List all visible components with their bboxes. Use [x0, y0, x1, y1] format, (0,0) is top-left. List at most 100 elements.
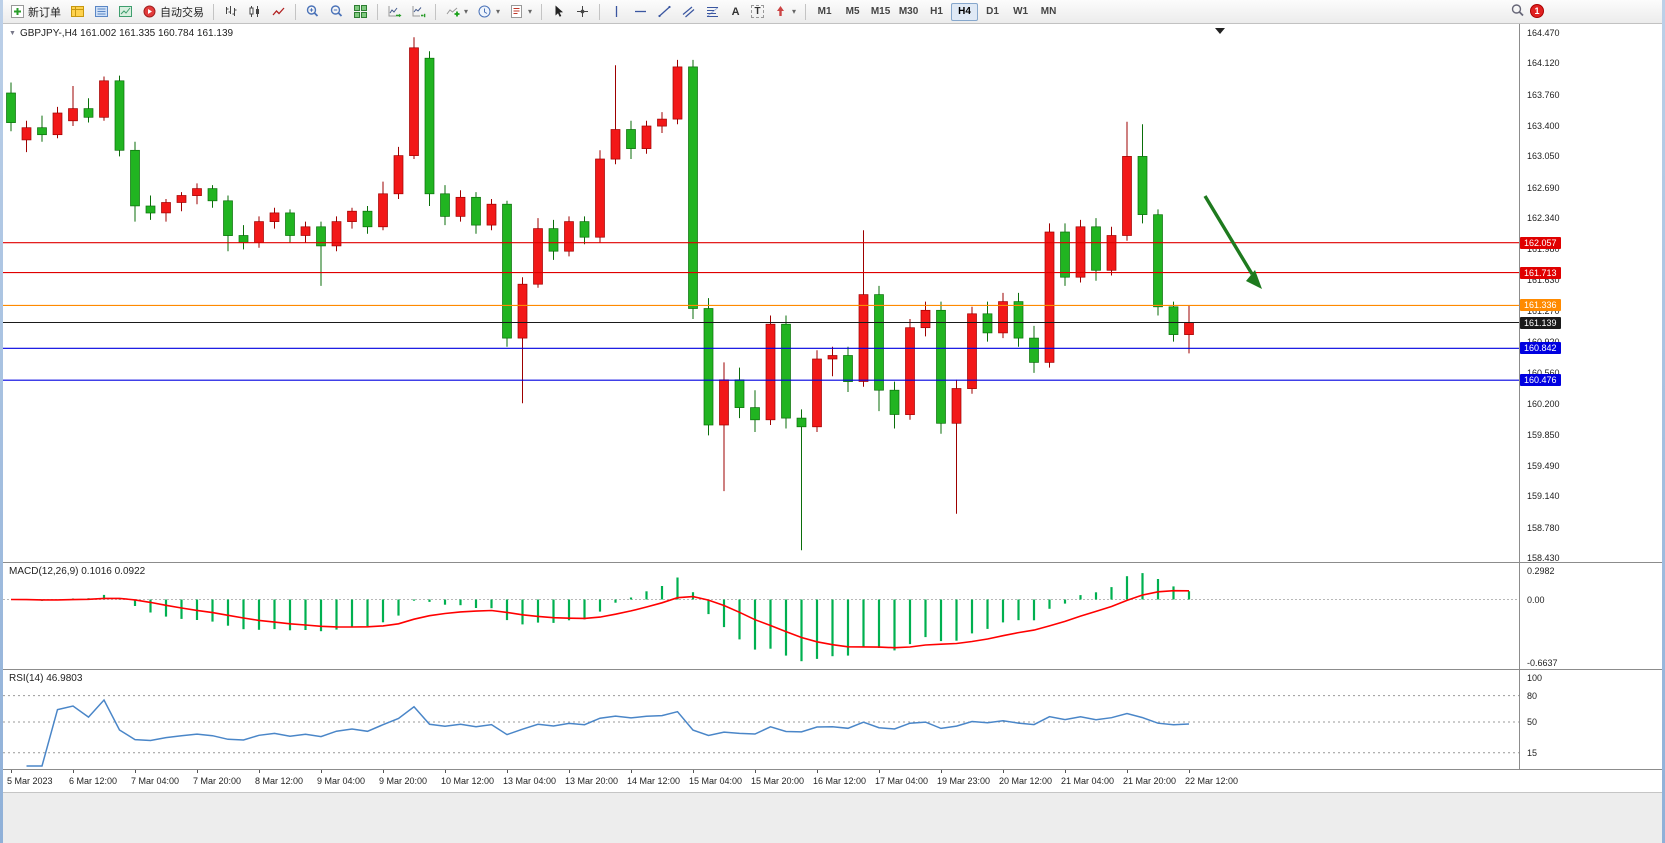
- text-button[interactable]: A: [725, 2, 746, 22]
- price-scale-label: 161.980: [1527, 244, 1560, 255]
- rsi-scale-label: 100: [1527, 673, 1543, 683]
- indicators-button[interactable]: ▾: [441, 2, 472, 22]
- rsi-label: RSI(14) 46.9803: [9, 673, 83, 684]
- line-chart-button[interactable]: [267, 2, 290, 22]
- price-scale-label: 159.490: [1527, 460, 1560, 471]
- new-order-button[interactable]: 新订单: [6, 2, 65, 22]
- time-axis-tick: [73, 770, 74, 773]
- candlestick-chart-button[interactable]: [243, 2, 266, 22]
- time-axis-tick: [321, 770, 322, 773]
- cursor-icon: [555, 5, 564, 17]
- text-label-button[interactable]: T: [747, 2, 768, 22]
- tf-button-h4[interactable]: H4: [951, 2, 979, 21]
- price-tag[interactable]: 162.057: [1520, 236, 1561, 249]
- toolbar-separator: [295, 3, 296, 20]
- notification-badge[interactable]: 1: [1530, 3, 1544, 18]
- time-axis-label: 8 Mar 12:00: [255, 776, 304, 786]
- price-tag[interactable]: 160.476: [1520, 374, 1561, 387]
- candle-body: [83, 108, 94, 118]
- price-scale-label: 159.140: [1527, 491, 1560, 502]
- tile-windows-button[interactable]: [349, 2, 372, 22]
- trend-arrow-head: [1246, 270, 1262, 289]
- tf-button-d1[interactable]: D1: [986, 6, 999, 17]
- toolbar-separator: [599, 3, 601, 20]
- candle-body: [440, 193, 450, 217]
- panel-separator[interactable]: [3, 669, 1662, 670]
- candle-body: [238, 235, 249, 243]
- candle-body: [362, 210, 373, 228]
- candle-body: [626, 129, 636, 149]
- price-scale-label: 164.120: [1527, 58, 1560, 69]
- price-tag[interactable]: 161.139: [1520, 316, 1561, 329]
- tf-button-m5[interactable]: M5: [845, 6, 860, 17]
- fibonacci-button[interactable]: [701, 2, 724, 22]
- candle-body: [641, 125, 652, 149]
- price-scale[interactable]: 164.470 164.120 163.760 163.400 163.050 162.6…: [1519, 24, 1662, 769]
- cursor-button[interactable]: [547, 2, 570, 22]
- rsi-panel[interactable]: RSI(14) 46.9803: [3, 670, 1519, 769]
- market-watch-button[interactable]: [66, 2, 89, 22]
- price-scale-label: 164.470: [1527, 28, 1560, 38]
- main-chart-panel[interactable]: ▼ GBPJPY-,H4 161.002 161.335 160.784 161…: [3, 24, 1519, 562]
- search-icon[interactable]: [1510, 3, 1525, 18]
- candle-body: [269, 212, 280, 222]
- rsi-scale-label: 80: [1527, 690, 1538, 701]
- tf-button-m30[interactable]: M30: [898, 6, 919, 17]
- chart-shift-marker[interactable]: [1215, 28, 1225, 34]
- trend-arrow-annotation[interactable]: [1203, 195, 1254, 275]
- candle-body: [486, 203, 497, 226]
- candle-body: [6, 92, 16, 123]
- tf-button-m15[interactable]: M15: [870, 6, 891, 17]
- time-axis-label: 5 Mar 2023: [7, 776, 53, 786]
- dropdown-caret-icon: ▾: [528, 7, 533, 16]
- candlestick-chart[interactable]: [3, 24, 1519, 562]
- time-axis-label: 15 Mar 04:00: [689, 776, 743, 786]
- data-window-button[interactable]: [90, 2, 113, 22]
- toolbar: 新订单 自动交易: [0, 0, 1665, 24]
- price-scale-label: 160.920: [1527, 336, 1560, 348]
- candle-body: [99, 80, 109, 118]
- bar-chart-button[interactable]: [219, 2, 242, 22]
- auto-scroll-button[interactable]: [383, 2, 406, 22]
- zoom-out-button[interactable]: [325, 2, 348, 22]
- periods-button[interactable]: ▾: [473, 2, 504, 22]
- panel-separator: [3, 769, 1662, 770]
- time-axis-label: 9 Mar 04:00: [317, 776, 366, 786]
- tf-button-w1[interactable]: W1: [1013, 6, 1029, 17]
- macd-chart[interactable]: [3, 563, 1519, 669]
- templates-button[interactable]: ▾: [505, 2, 536, 22]
- candle-body: [672, 66, 683, 120]
- crosshair-button[interactable]: [571, 2, 594, 22]
- price-scale-label: 163.400: [1527, 121, 1560, 131]
- auto-trading-button[interactable]: 自动交易: [138, 2, 208, 22]
- price-tag[interactable]: 161.713: [1520, 266, 1561, 279]
- terminal-button[interactable]: [114, 2, 137, 22]
- tf-button-h1[interactable]: H1: [930, 6, 943, 17]
- vertical-line-button[interactable]: [605, 2, 628, 22]
- panel-separator[interactable]: [3, 562, 1662, 563]
- tf-button-mn[interactable]: MN: [1040, 6, 1057, 17]
- crosshair-icon: [577, 6, 589, 17]
- macd-panel[interactable]: MACD(12,26,9) 0.1016 0.0922: [3, 563, 1519, 669]
- text-tool-icon: A: [731, 5, 740, 18]
- price-tag[interactable]: 161.336: [1520, 299, 1561, 312]
- rsi-chart[interactable]: [3, 670, 1519, 769]
- channel-button[interactable]: [677, 2, 700, 22]
- horizontal-line-button[interactable]: [629, 2, 652, 22]
- arrows-button[interactable]: ▾: [769, 2, 800, 22]
- window-border-right: [1662, 0, 1665, 843]
- candle-body: [1122, 156, 1132, 236]
- chart-shift-button[interactable]: [407, 2, 430, 22]
- time-axis[interactable]: 5 Mar 2023 6 Mar 12:00 7 Mar 04:00 7 Mar 20…: [3, 770, 1662, 792]
- collapse-triangle-icon[interactable]: ▼: [9, 30, 16, 37]
- time-axis-label: 21 Mar 20:00: [1123, 776, 1177, 786]
- tf-button-m1[interactable]: M1: [817, 6, 832, 17]
- price-tag[interactable]: 160.842: [1520, 342, 1561, 355]
- trendline-button[interactable]: [653, 2, 676, 22]
- time-axis-label: 20 Mar 12:00: [999, 776, 1053, 786]
- zoom-in-button[interactable]: [301, 2, 324, 22]
- line-chart-icon: [272, 7, 285, 16]
- price-scale-label: 163.050: [1527, 151, 1560, 162]
- candle-body: [874, 294, 884, 391]
- rsi-scale-label: 15: [1527, 747, 1538, 758]
